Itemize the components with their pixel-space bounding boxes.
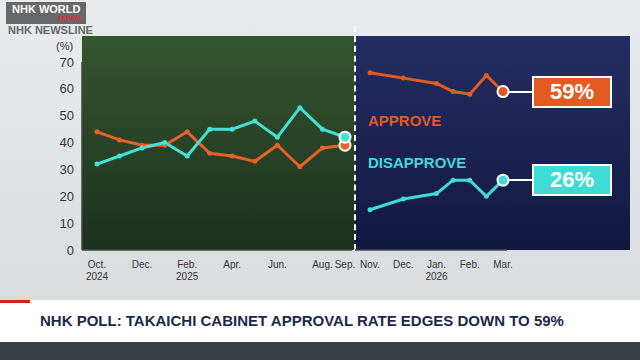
html-text:JAPAN: JAPAN: [57, 15, 81, 22]
html-text:DISAPPROVE: DISAPPROVE: [368, 154, 467, 171]
svg-text:Apr.: Apr.: [223, 259, 241, 270]
svg-text:70: 70: [60, 55, 74, 70]
svg-text:0: 0: [67, 243, 74, 258]
svg-text:60: 60: [60, 81, 74, 96]
svg-text:40: 40: [60, 135, 74, 150]
svg-text:Jan.2026: Jan.2026: [425, 259, 448, 282]
svg-text:20: 20: [60, 189, 74, 204]
html-text:NHK NEWSLINE: NHK NEWSLINE: [8, 24, 93, 36]
svg-text:Feb.2025: Feb.2025: [176, 259, 199, 282]
svg-text:Dec.: Dec.: [132, 259, 153, 270]
svg-text:10: 10: [60, 216, 74, 231]
svg-text:Feb.: Feb.: [460, 259, 480, 270]
svg-text:Aug.: Aug.: [312, 259, 333, 270]
svg-text:Jun.: Jun.: [268, 259, 287, 270]
svg-text:50: 50: [60, 108, 74, 123]
html-text:26%: 26%: [550, 167, 594, 193]
html-text:59%: 59%: [550, 78, 594, 104]
svg-text:Nov.: Nov.: [360, 259, 380, 270]
html-text:NHK WORLD: NHK WORLD: [12, 3, 81, 15]
html-text:APPROVE: APPROVE: [368, 112, 442, 129]
svg-text:Oct.2024: Oct.2024: [86, 259, 109, 282]
svg-text:Mar.: Mar.: [493, 259, 512, 270]
svg-text:Dec.: Dec.: [393, 259, 414, 270]
svg-text:30: 30: [60, 162, 74, 177]
html-text:NHK POLL: TAKAICHI CABINET APP: NHK POLL: TAKAICHI CABINET APPROVAL RATE…: [40, 312, 564, 329]
svg-text:Sep.: Sep.: [335, 259, 356, 270]
